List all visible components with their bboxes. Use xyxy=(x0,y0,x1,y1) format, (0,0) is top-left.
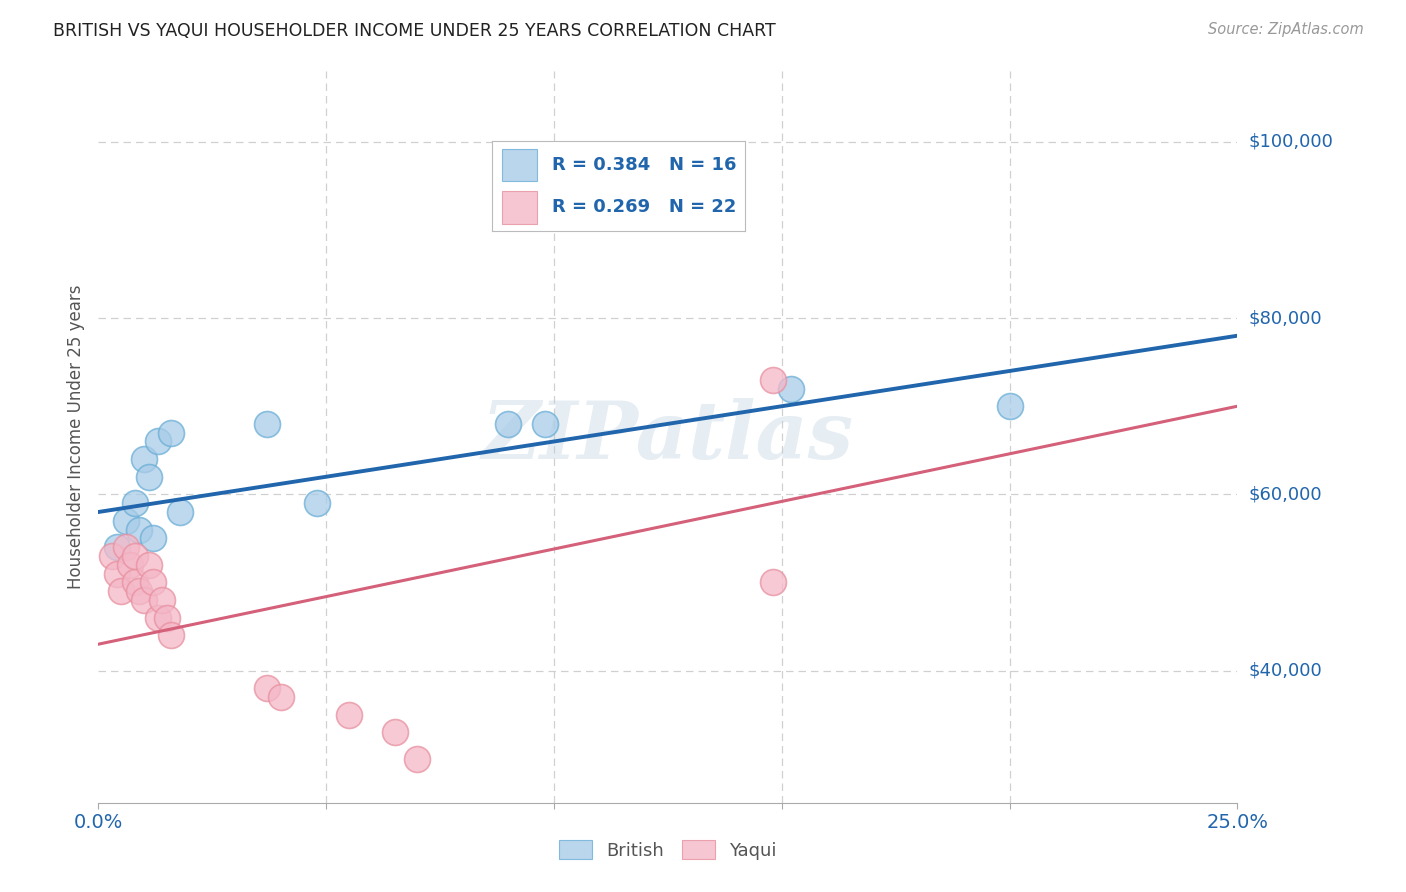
Point xyxy=(132,593,155,607)
Point xyxy=(146,611,169,625)
Text: $80,000: $80,000 xyxy=(1249,310,1322,327)
Y-axis label: Householder Income Under 25 years: Householder Income Under 25 years xyxy=(66,285,84,590)
Point xyxy=(337,707,360,722)
Point xyxy=(534,417,557,431)
Point xyxy=(779,382,801,396)
Point xyxy=(128,584,150,599)
Text: Source: ZipAtlas.com: Source: ZipAtlas.com xyxy=(1208,22,1364,37)
Text: $60,000: $60,000 xyxy=(1249,485,1322,503)
Point xyxy=(124,549,146,563)
Point xyxy=(105,540,128,554)
Point xyxy=(307,496,329,510)
Point xyxy=(138,469,160,483)
Point xyxy=(142,575,165,590)
Point xyxy=(762,373,785,387)
Point xyxy=(101,549,124,563)
Point xyxy=(110,584,132,599)
Text: ZIPatlas: ZIPatlas xyxy=(482,399,853,475)
Point xyxy=(384,725,406,739)
Text: $40,000: $40,000 xyxy=(1249,662,1322,680)
Text: $100,000: $100,000 xyxy=(1249,133,1333,151)
Text: BRITISH VS YAQUI HOUSEHOLDER INCOME UNDER 25 YEARS CORRELATION CHART: BRITISH VS YAQUI HOUSEHOLDER INCOME UNDE… xyxy=(53,22,776,40)
Point xyxy=(120,558,142,572)
Point xyxy=(256,417,278,431)
Point xyxy=(142,532,165,546)
Point xyxy=(105,566,128,581)
Point xyxy=(169,505,191,519)
Point xyxy=(256,681,278,696)
Point xyxy=(128,523,150,537)
Point xyxy=(498,417,520,431)
Point xyxy=(762,575,785,590)
Point xyxy=(114,514,136,528)
Point xyxy=(146,434,169,449)
Text: R = 0.269   N = 22: R = 0.269 N = 22 xyxy=(553,199,737,217)
Bar xyxy=(502,149,537,181)
Point xyxy=(138,558,160,572)
Legend: British, Yaqui: British, Yaqui xyxy=(553,833,783,867)
Point xyxy=(114,540,136,554)
Text: R = 0.384   N = 16: R = 0.384 N = 16 xyxy=(553,156,737,174)
Point xyxy=(132,452,155,467)
Point xyxy=(270,690,292,704)
Point xyxy=(124,575,146,590)
Point xyxy=(406,752,429,766)
Point xyxy=(160,425,183,440)
Point xyxy=(124,496,146,510)
Point xyxy=(160,628,183,642)
Point xyxy=(156,611,179,625)
Bar xyxy=(502,192,537,224)
Point xyxy=(998,399,1021,413)
Point xyxy=(150,593,173,607)
